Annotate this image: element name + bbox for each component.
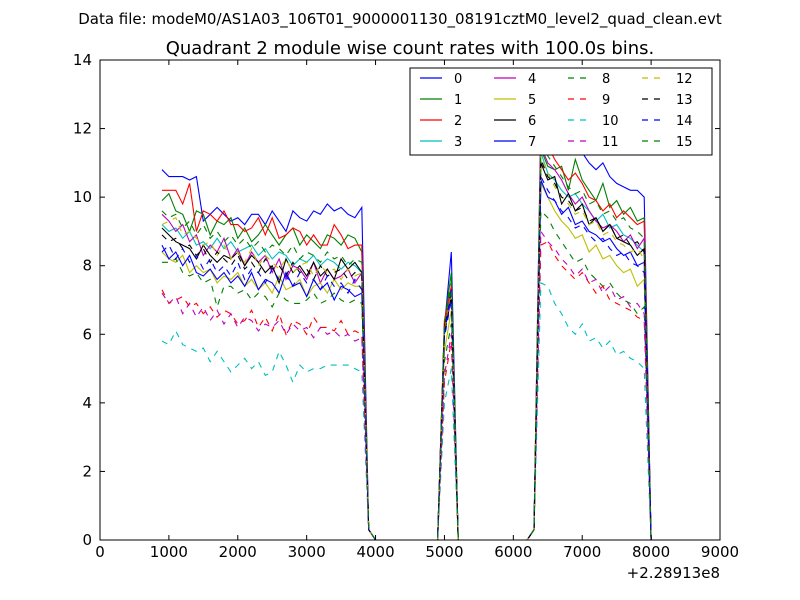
legend-label-11: 11 <box>602 135 619 150</box>
x-tick-label: 2000 <box>219 543 257 561</box>
legend-label-6: 6 <box>528 114 536 129</box>
y-tick-label: 14 <box>73 51 92 69</box>
y-tick-label: 4 <box>82 394 92 412</box>
series-line-13 <box>161 159 652 541</box>
legend-box <box>409 67 713 156</box>
x-axis: 0 1000 2000 3000 4000 5000 6000 7000 8000 9000 <box>95 60 739 561</box>
y-tick-label: 10 <box>73 188 92 206</box>
y-tick-label: 12 <box>73 120 92 138</box>
legend-label-14: 14 <box>676 114 693 129</box>
x-tick-label: 8000 <box>632 543 670 561</box>
legend-label-3: 3 <box>454 135 462 150</box>
legend-label-4: 4 <box>528 72 536 87</box>
x-tick-label: 7000 <box>563 543 601 561</box>
x-tick-label: 4000 <box>356 543 394 561</box>
legend-label-15: 15 <box>676 135 693 150</box>
series-line-9 <box>161 240 652 541</box>
x-tick-label: 6000 <box>494 543 532 561</box>
x-offset-label: +2.28913e8 <box>627 564 720 582</box>
x-tick-label: 3000 <box>288 543 326 561</box>
legend-label-2: 2 <box>454 114 462 129</box>
x-tick-label: 0 <box>95 543 105 561</box>
y-tick-label: 6 <box>82 325 92 343</box>
x-tick-label: 5000 <box>425 543 463 561</box>
plot-frame <box>99 59 721 541</box>
legend-label-10: 10 <box>602 114 619 129</box>
x-tick-label: 9000 <box>701 543 739 561</box>
series-line-12 <box>161 155 652 541</box>
y-tick-label: 2 <box>82 462 92 480</box>
legend-label-9: 9 <box>602 93 610 108</box>
x-tick-label: 1000 <box>150 543 188 561</box>
legend-label-8: 8 <box>602 72 610 87</box>
y-tick-label: 8 <box>82 257 92 275</box>
legend-label-0: 0 <box>454 72 462 87</box>
legend-label-7: 7 <box>528 135 536 150</box>
legend-label-5: 5 <box>528 93 536 108</box>
legend-label-13: 13 <box>676 93 693 108</box>
legend-label-12: 12 <box>676 72 693 87</box>
chart-title: Quadrant 2 module wise count rates with … <box>166 38 655 59</box>
data-file-label: Data file: modeM0/AS1A03_106T01_90000011… <box>78 10 722 29</box>
y-tick-label: 0 <box>82 531 92 549</box>
legend-label-1: 1 <box>454 93 462 108</box>
